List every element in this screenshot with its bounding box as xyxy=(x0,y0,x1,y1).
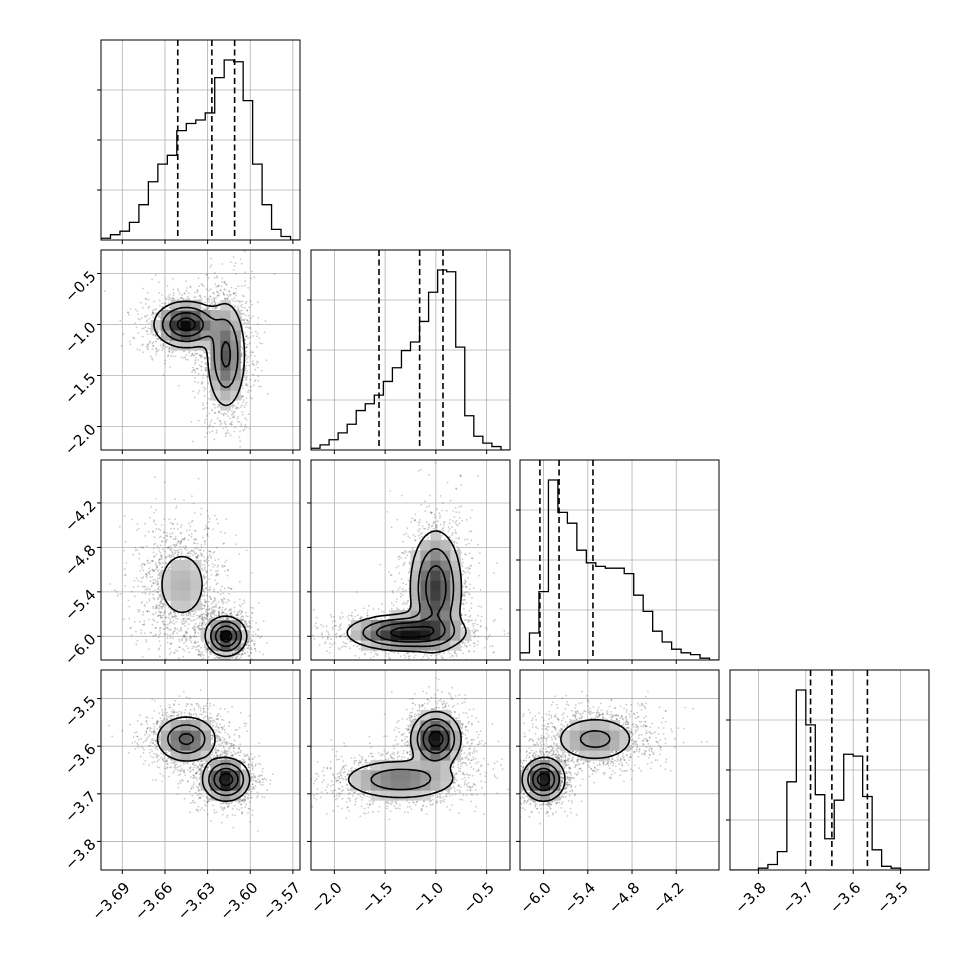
contour-level-2 xyxy=(178,733,239,792)
contour-level-2 xyxy=(531,767,556,792)
x-tick-label: −4.2 xyxy=(649,879,687,917)
contour-level-1 xyxy=(527,730,611,797)
y-tick-label: −6.0 xyxy=(61,630,99,668)
histogram-1 xyxy=(311,269,510,450)
x-tick-label: −0.5 xyxy=(459,879,497,917)
x-tick-label: −3.57 xyxy=(259,879,304,924)
y-tick-label: −3.5 xyxy=(61,692,99,730)
histogram-3 xyxy=(730,689,929,870)
histogram-0 xyxy=(101,59,300,240)
x-tick-label: −3.5 xyxy=(873,879,911,917)
contour-level-0 xyxy=(521,718,631,802)
contour-level-2 xyxy=(422,724,450,755)
contour-level-3 xyxy=(428,730,444,748)
histogram-panel-2 xyxy=(516,459,720,664)
histogram-panel-3: −3.8 −3.7 −3.6 −3.5 xyxy=(726,669,930,917)
pair-panel-0-2: −6.0 −5.4 −4.8 −4.2 xyxy=(61,459,301,669)
contour-level-1 xyxy=(362,548,456,648)
histogram-2 xyxy=(520,479,719,660)
x-tick-label: −3.7 xyxy=(779,879,817,917)
x-tick-label: −4.8 xyxy=(605,879,643,917)
y-tick-label: −0.5 xyxy=(61,267,99,305)
panel-frame xyxy=(519,669,720,871)
y-tick-label: −4.2 xyxy=(61,497,99,535)
x-tick-label: −6.0 xyxy=(516,879,554,917)
contour-level-0 xyxy=(153,300,246,407)
panel-frame xyxy=(310,669,511,871)
y-tick-label: −3.6 xyxy=(61,740,99,778)
contour-level-0 xyxy=(346,530,467,654)
contour-level-3 xyxy=(536,772,551,787)
panel-frame xyxy=(100,459,301,661)
scatter-points xyxy=(103,250,276,450)
contour-level-2 xyxy=(169,312,232,368)
histogram-panel-0 xyxy=(97,39,301,244)
pair-panel-0-1: −2.0 −1.5 −1.0 −0.5 xyxy=(61,249,301,459)
panel-frame xyxy=(310,459,511,661)
panel-frame xyxy=(100,249,301,451)
contour-level-0 xyxy=(347,710,462,799)
contour-level-3 xyxy=(389,625,435,639)
contour-level-1 xyxy=(370,718,456,791)
y-tick-label: −4.8 xyxy=(61,541,99,579)
contour-level-0 xyxy=(161,555,248,658)
x-tick-label: −5.4 xyxy=(561,879,599,917)
x-tick-label: −3.63 xyxy=(174,879,219,924)
contour-level-3 xyxy=(176,317,197,332)
contour-level-1 xyxy=(167,724,245,797)
density-cells xyxy=(150,300,241,411)
contour-level-3 xyxy=(219,630,233,643)
contour-level-2 xyxy=(214,625,238,648)
density-cells xyxy=(350,710,461,801)
y-tick-label: −1.5 xyxy=(61,369,99,407)
x-tick-label: −3.66 xyxy=(131,879,176,924)
y-tick-label: −3.7 xyxy=(61,788,99,826)
x-tick-label: −1.0 xyxy=(409,879,447,917)
x-tick-label: −2.0 xyxy=(307,879,345,917)
contour-level-1 xyxy=(210,620,242,652)
pair-panel-1-2 xyxy=(307,459,511,664)
contour-level-1 xyxy=(161,306,239,389)
pair-panel-2-3: −6.0 −5.4 −4.8 −4.2 xyxy=(516,669,720,917)
y-tick-label: −1.0 xyxy=(61,318,99,356)
x-tick-label: −3.6 xyxy=(826,879,864,917)
x-tick-label: −3.8 xyxy=(731,879,769,917)
y-tick-label: −5.4 xyxy=(61,586,99,624)
contour-level-3 xyxy=(218,772,234,787)
pair-panel-1-3: −2.0 −1.5 −1.0 −0.5 xyxy=(307,669,511,917)
x-tick-label: −3.60 xyxy=(216,879,261,924)
contour-level-0 xyxy=(156,716,251,802)
y-tick-label: −3.8 xyxy=(61,835,99,873)
y-tick-label: −2.0 xyxy=(61,420,99,458)
x-tick-label: −3.69 xyxy=(88,879,133,924)
contour-level-2 xyxy=(375,564,447,643)
x-tick-label: −1.5 xyxy=(358,879,396,917)
histogram-panel-1 xyxy=(307,249,511,454)
pair-panel-0-3: −3.69−3.66−3.63−3.60−3.57 −3.8 −3.7 −3.6 −3.… xyxy=(61,669,304,924)
panel-frame xyxy=(100,669,301,871)
